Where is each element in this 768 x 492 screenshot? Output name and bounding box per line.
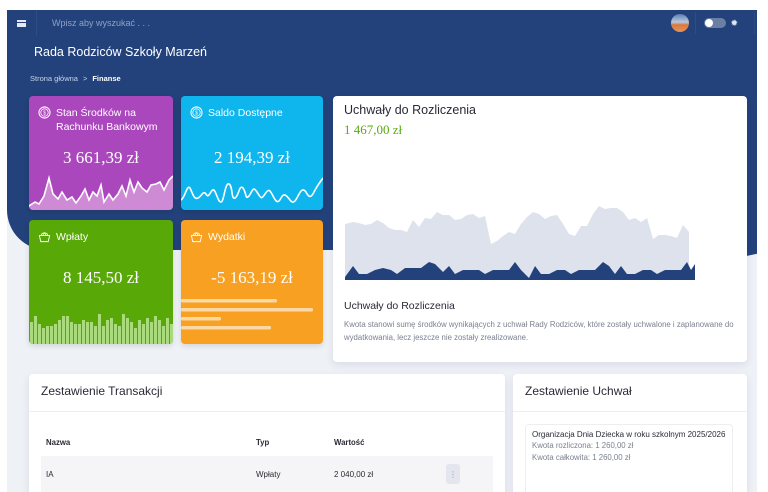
tile-value: 2 194,39 zł xyxy=(213,148,291,167)
svg-text:$: $ xyxy=(43,111,46,117)
menu-button[interactable] xyxy=(7,10,37,36)
tile-label: Stan Środków na Rachunku Bankowym xyxy=(56,107,158,133)
resolution-item[interactable]: Organizacja Dnia Dziecka w roku szkolnym… xyxy=(525,424,733,492)
card-title: Zestawienie Uchwał xyxy=(525,384,632,398)
table-header: Nazwa Typ Wartość xyxy=(41,428,493,456)
divider xyxy=(754,12,755,34)
tile-bank-balance[interactable]: $ Stan Środków na Rachunku Bankowym 3 66… xyxy=(29,96,173,210)
resolution-total: Kwota całkowita: 1 260,00 zł xyxy=(532,453,631,462)
breadcrumb-current: Finanse xyxy=(92,74,121,83)
basket-icon xyxy=(190,232,203,243)
tile-income[interactable]: Wpłaty 8 145,50 zł xyxy=(29,220,173,344)
transactions-table: Nazwa Typ Wartość IA Wpłaty 2 040,00 zł … xyxy=(41,428,493,492)
topbar-right: ✹ xyxy=(671,10,757,36)
sparkline-bars xyxy=(30,314,173,344)
tile-label: Wpłaty xyxy=(56,231,89,243)
coin-icon: $ xyxy=(38,106,51,119)
sparkline-line xyxy=(181,177,323,203)
coin-icon: $ xyxy=(190,106,203,119)
card-title: Zestawienie Transakcji xyxy=(41,384,163,398)
page-title: Rada Rodziców Szkoły Marzeń xyxy=(34,45,207,59)
resolutions-description: Kwota stanowi sumę środków wynikających … xyxy=(344,320,734,342)
cell-value: 2 040,00 zł xyxy=(334,469,374,479)
cell-type: Wpłaty xyxy=(256,469,281,479)
resolution-name: Organizacja Dnia Dziecka w roku szkolnym… xyxy=(532,430,726,439)
tile-value: -5 163,19 zł xyxy=(211,268,293,287)
theme-toggle[interactable] xyxy=(704,18,727,28)
topbar: ✹ xyxy=(7,10,757,36)
card-header: Zestawienie Uchwał xyxy=(513,374,747,412)
page-margin xyxy=(757,0,768,492)
resolution-settled: Kwota rozliczona: 1 260,00 zł xyxy=(532,441,634,450)
cell-actions: ⋮ xyxy=(446,464,493,484)
svg-text:$: $ xyxy=(195,111,198,117)
page: ✹ Rada Rodziców Szkoły Marzeń Strona głó… xyxy=(7,10,757,492)
sparkline-area xyxy=(29,174,173,210)
tile-value: 3 661,39 zł xyxy=(62,148,140,167)
search-input[interactable] xyxy=(52,18,352,28)
resolutions-summary-card: Uchwały do Rozliczenia 1 467,00 zł Uchwa… xyxy=(333,96,747,362)
tile-available-balance[interactable]: $ Saldo Dostępne 2 194,39 zł xyxy=(181,96,323,210)
basket-icon xyxy=(38,232,51,243)
breadcrumb: Strona główna > Finanse xyxy=(30,74,121,83)
transactions-card: Zestawienie Transakcji Nazwa Typ Wartość… xyxy=(29,374,505,492)
tile-label: Wydatki xyxy=(208,231,246,243)
more-vertical-icon[interactable]: ⋮ xyxy=(446,464,460,484)
tile-label: Saldo Dostępne xyxy=(208,107,283,119)
resolutions-amount: 1 467,00 zł xyxy=(344,122,403,137)
column-header-value[interactable]: Wartość xyxy=(334,437,365,447)
tile-value: 8 145,50 zł xyxy=(62,268,140,287)
sun-icon: ✹ xyxy=(730,17,738,28)
sparkline-hbars xyxy=(181,299,313,330)
avatar[interactable] xyxy=(671,14,690,32)
resolutions-area-chart xyxy=(345,206,695,280)
cell-name: IA xyxy=(46,469,54,479)
card-title: Uchwały do Rozliczenia xyxy=(344,103,477,117)
breadcrumb-separator: > xyxy=(82,74,88,83)
divider xyxy=(695,12,697,34)
column-header-type[interactable]: Typ xyxy=(256,437,270,447)
card-header: Zestawienie Transakcji xyxy=(29,374,505,412)
hamburger-icon xyxy=(17,19,26,27)
breadcrumb-home[interactable]: Strona główna xyxy=(30,74,78,83)
table-row[interactable]: IA Wpłaty 2 040,00 zł ⋮ xyxy=(41,456,493,492)
resolutions-subtitle: Uchwały do Rozliczenia xyxy=(344,300,455,312)
tile-expenses[interactable]: Wydatki -5 163,19 zł xyxy=(181,220,323,344)
resolutions-list-card: Zestawienie Uchwał Organizacja Dnia Dzie… xyxy=(513,374,747,492)
column-header-name[interactable]: Nazwa xyxy=(46,437,71,447)
